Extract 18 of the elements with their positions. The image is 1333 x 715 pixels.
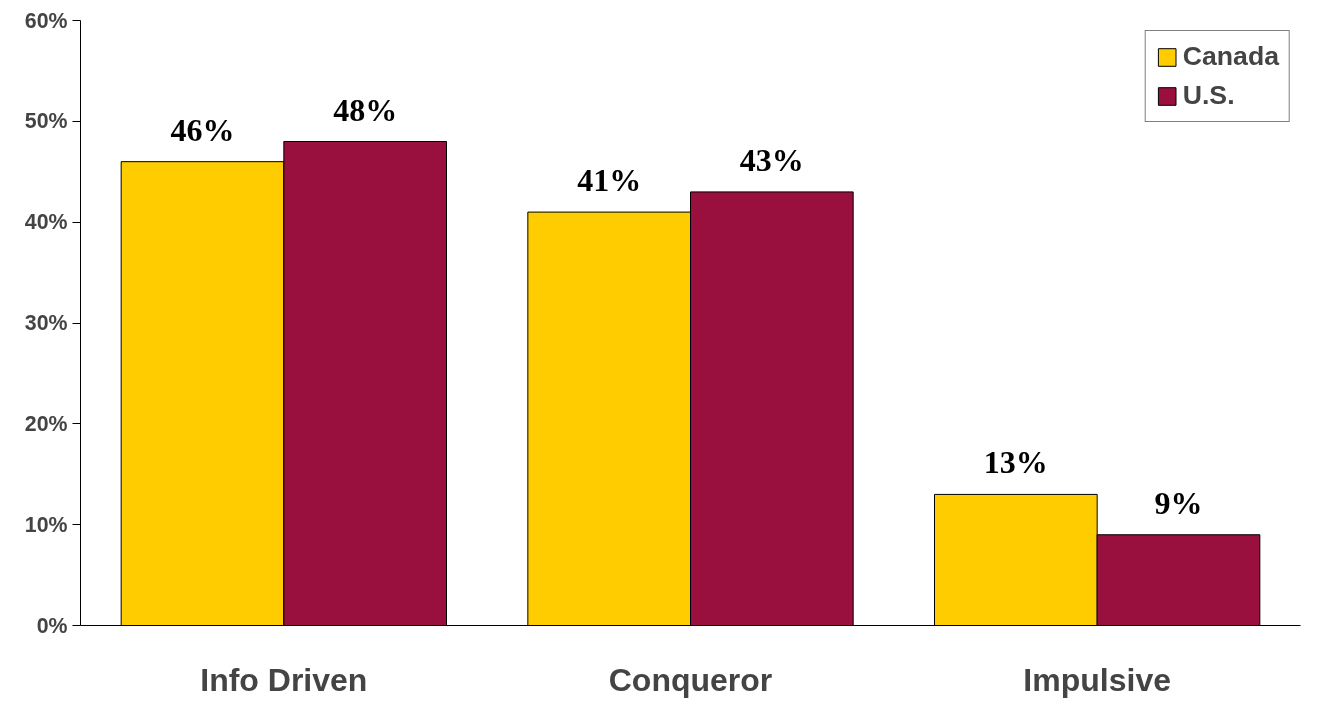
legend-label: U.S. xyxy=(1182,80,1235,111)
y-tick-label: 50% xyxy=(24,109,68,134)
data-label: 48% xyxy=(333,91,398,128)
x-tick-label: Info Driven xyxy=(200,661,368,698)
y-tick-label: 20% xyxy=(24,411,68,436)
y-tick-label: 60% xyxy=(24,8,68,33)
x-tick-label: Conqueror xyxy=(608,661,773,698)
y-tick-label: 30% xyxy=(24,311,68,335)
data-label: 46% xyxy=(170,111,235,148)
y-tick-label: 40% xyxy=(24,210,68,235)
x-tick-label: Impulsive xyxy=(1023,661,1171,698)
legend-label: Canada xyxy=(1182,41,1279,72)
y-tick-label: 10% xyxy=(24,512,68,537)
data-label: 41% xyxy=(577,162,642,199)
data-label: 13% xyxy=(983,444,1048,481)
data-label: 43% xyxy=(739,141,804,178)
data-label: 9% xyxy=(1154,484,1203,521)
y-tick-label: 0% xyxy=(36,613,68,638)
